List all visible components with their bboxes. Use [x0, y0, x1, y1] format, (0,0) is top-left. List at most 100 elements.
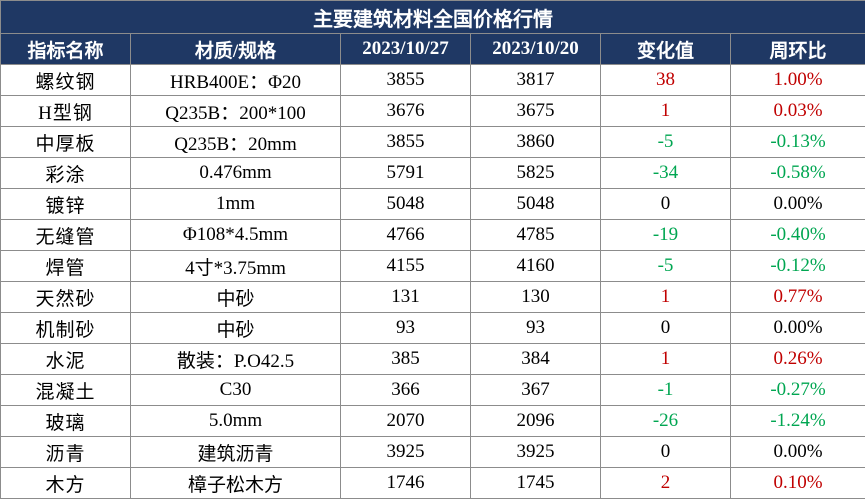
cell-spec: 5.0mm: [131, 406, 341, 437]
cell-spec: 建筑沥青: [131, 437, 341, 468]
cell-change: 0: [601, 189, 731, 220]
cell-week-pct: 0.10%: [731, 468, 865, 499]
cell-current-price: 131: [341, 282, 471, 313]
cell-name: 中厚板: [1, 127, 131, 158]
cell-name: 镀锌: [1, 189, 131, 220]
cell-week-pct: -0.13%: [731, 127, 865, 158]
cell-current-price: 5048: [341, 189, 471, 220]
header-current-date: 2023/10/27: [341, 34, 471, 65]
cell-change: 38: [601, 65, 731, 96]
cell-name: 螺纹钢: [1, 65, 131, 96]
cell-name: 混凝土: [1, 375, 131, 406]
cell-spec: Q235B：200*100: [131, 96, 341, 127]
cell-week-pct: 0.00%: [731, 189, 865, 220]
cell-name: 焊管: [1, 251, 131, 282]
cell-current-price: 5791: [341, 158, 471, 189]
cell-change: -1: [601, 375, 731, 406]
cell-change: 2: [601, 468, 731, 499]
cell-previous-price: 384: [471, 344, 601, 375]
cell-week-pct: -0.27%: [731, 375, 865, 406]
cell-week-pct: 0.03%: [731, 96, 865, 127]
cell-current-price: 3925: [341, 437, 471, 468]
cell-previous-price: 4160: [471, 251, 601, 282]
cell-name: 沥青: [1, 437, 131, 468]
cell-previous-price: 3925: [471, 437, 601, 468]
cell-change: 1: [601, 344, 731, 375]
cell-week-pct: 0.00%: [731, 437, 865, 468]
cell-spec: 1mm: [131, 189, 341, 220]
cell-name: 玻璃: [1, 406, 131, 437]
cell-name: 彩涂: [1, 158, 131, 189]
cell-change: 0: [601, 437, 731, 468]
cell-previous-price: 2096: [471, 406, 601, 437]
cell-spec: HRB400E：Φ20: [131, 65, 341, 96]
cell-previous-price: 3860: [471, 127, 601, 158]
cell-week-pct: -1.24%: [731, 406, 865, 437]
cell-spec: 0.476mm: [131, 158, 341, 189]
cell-current-price: 3855: [341, 127, 471, 158]
cell-current-price: 366: [341, 375, 471, 406]
cell-spec: Q235B：20mm: [131, 127, 341, 158]
cell-name: 水泥: [1, 344, 131, 375]
header-row: 指标名称 材质/规格 2023/10/27 2023/10/20 变化值 周环比: [1, 34, 865, 65]
cell-current-price: 93: [341, 313, 471, 344]
cell-current-price: 2070: [341, 406, 471, 437]
header-week-pct: 周环比: [731, 34, 865, 65]
header-previous-date: 2023/10/20: [471, 34, 601, 65]
cell-spec: 4寸*3.75mm: [131, 251, 341, 282]
cell-week-pct: 0.00%: [731, 313, 865, 344]
cell-change: -26: [601, 406, 731, 437]
cell-week-pct: -0.40%: [731, 220, 865, 251]
cell-change: -5: [601, 127, 731, 158]
cell-change: -5: [601, 251, 731, 282]
cell-change: 1: [601, 282, 731, 313]
cell-name: 木方: [1, 468, 131, 499]
cell-previous-price: 1745: [471, 468, 601, 499]
header-indicator-name: 指标名称: [1, 34, 131, 65]
cell-previous-price: 5825: [471, 158, 601, 189]
header-spec: 材质/规格: [131, 34, 341, 65]
cell-change: -34: [601, 158, 731, 189]
cell-name: 天然砂: [1, 282, 131, 313]
cell-week-pct: 1.00%: [731, 65, 865, 96]
cell-current-price: 1746: [341, 468, 471, 499]
cell-spec: Φ108*4.5mm: [131, 220, 341, 251]
cell-spec: 散装：P.O42.5: [131, 344, 341, 375]
cell-week-pct: -0.58%: [731, 158, 865, 189]
cell-current-price: 385: [341, 344, 471, 375]
cell-change: -19: [601, 220, 731, 251]
cell-week-pct: -0.12%: [731, 251, 865, 282]
cell-spec: C30: [131, 375, 341, 406]
cell-current-price: 3676: [341, 96, 471, 127]
cell-change: 0: [601, 313, 731, 344]
cell-spec: 中砂: [131, 282, 341, 313]
cell-spec: 樟子松木方: [131, 468, 341, 499]
cell-current-price: 4766: [341, 220, 471, 251]
cell-current-price: 4155: [341, 251, 471, 282]
table-title: 主要建筑材料全国价格行情: [1, 1, 865, 34]
cell-previous-price: 93: [471, 313, 601, 344]
header-change: 变化值: [601, 34, 731, 65]
cell-previous-price: 367: [471, 375, 601, 406]
cell-previous-price: 130: [471, 282, 601, 313]
cell-name: 无缝管: [1, 220, 131, 251]
cell-previous-price: 4785: [471, 220, 601, 251]
cell-previous-price: 3675: [471, 96, 601, 127]
cell-week-pct: 0.26%: [731, 344, 865, 375]
cell-current-price: 3855: [341, 65, 471, 96]
